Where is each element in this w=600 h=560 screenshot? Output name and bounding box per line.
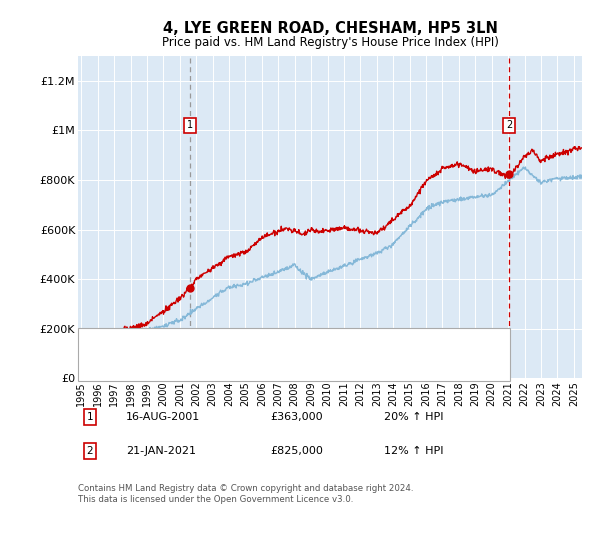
Text: Contains HM Land Registry data © Crown copyright and database right 2024.
This d: Contains HM Land Registry data © Crown c… (78, 484, 413, 504)
Text: 12% ↑ HPI: 12% ↑ HPI (384, 446, 443, 456)
Text: 2: 2 (506, 120, 512, 130)
Text: £825,000: £825,000 (270, 446, 323, 456)
Text: Price paid vs. HM Land Registry's House Price Index (HPI): Price paid vs. HM Land Registry's House … (161, 36, 499, 49)
Text: 4, LYE GREEN ROAD, CHESHAM, HP5 3LN: 4, LYE GREEN ROAD, CHESHAM, HP5 3LN (163, 21, 497, 36)
Text: HPI: Average price, detached house, Buckinghamshire: HPI: Average price, detached house, Buck… (117, 362, 401, 372)
Text: 2: 2 (86, 446, 94, 456)
Text: 21-JAN-2021: 21-JAN-2021 (126, 446, 196, 456)
Text: 4, LYE GREEN ROAD, CHESHAM, HP5 3LN (detached house): 4, LYE GREEN ROAD, CHESHAM, HP5 3LN (det… (117, 338, 424, 348)
Text: 1: 1 (187, 120, 193, 130)
Text: 1: 1 (86, 412, 94, 422)
Text: 16-AUG-2001: 16-AUG-2001 (126, 412, 200, 422)
Text: £363,000: £363,000 (270, 412, 323, 422)
Text: 20% ↑ HPI: 20% ↑ HPI (384, 412, 443, 422)
